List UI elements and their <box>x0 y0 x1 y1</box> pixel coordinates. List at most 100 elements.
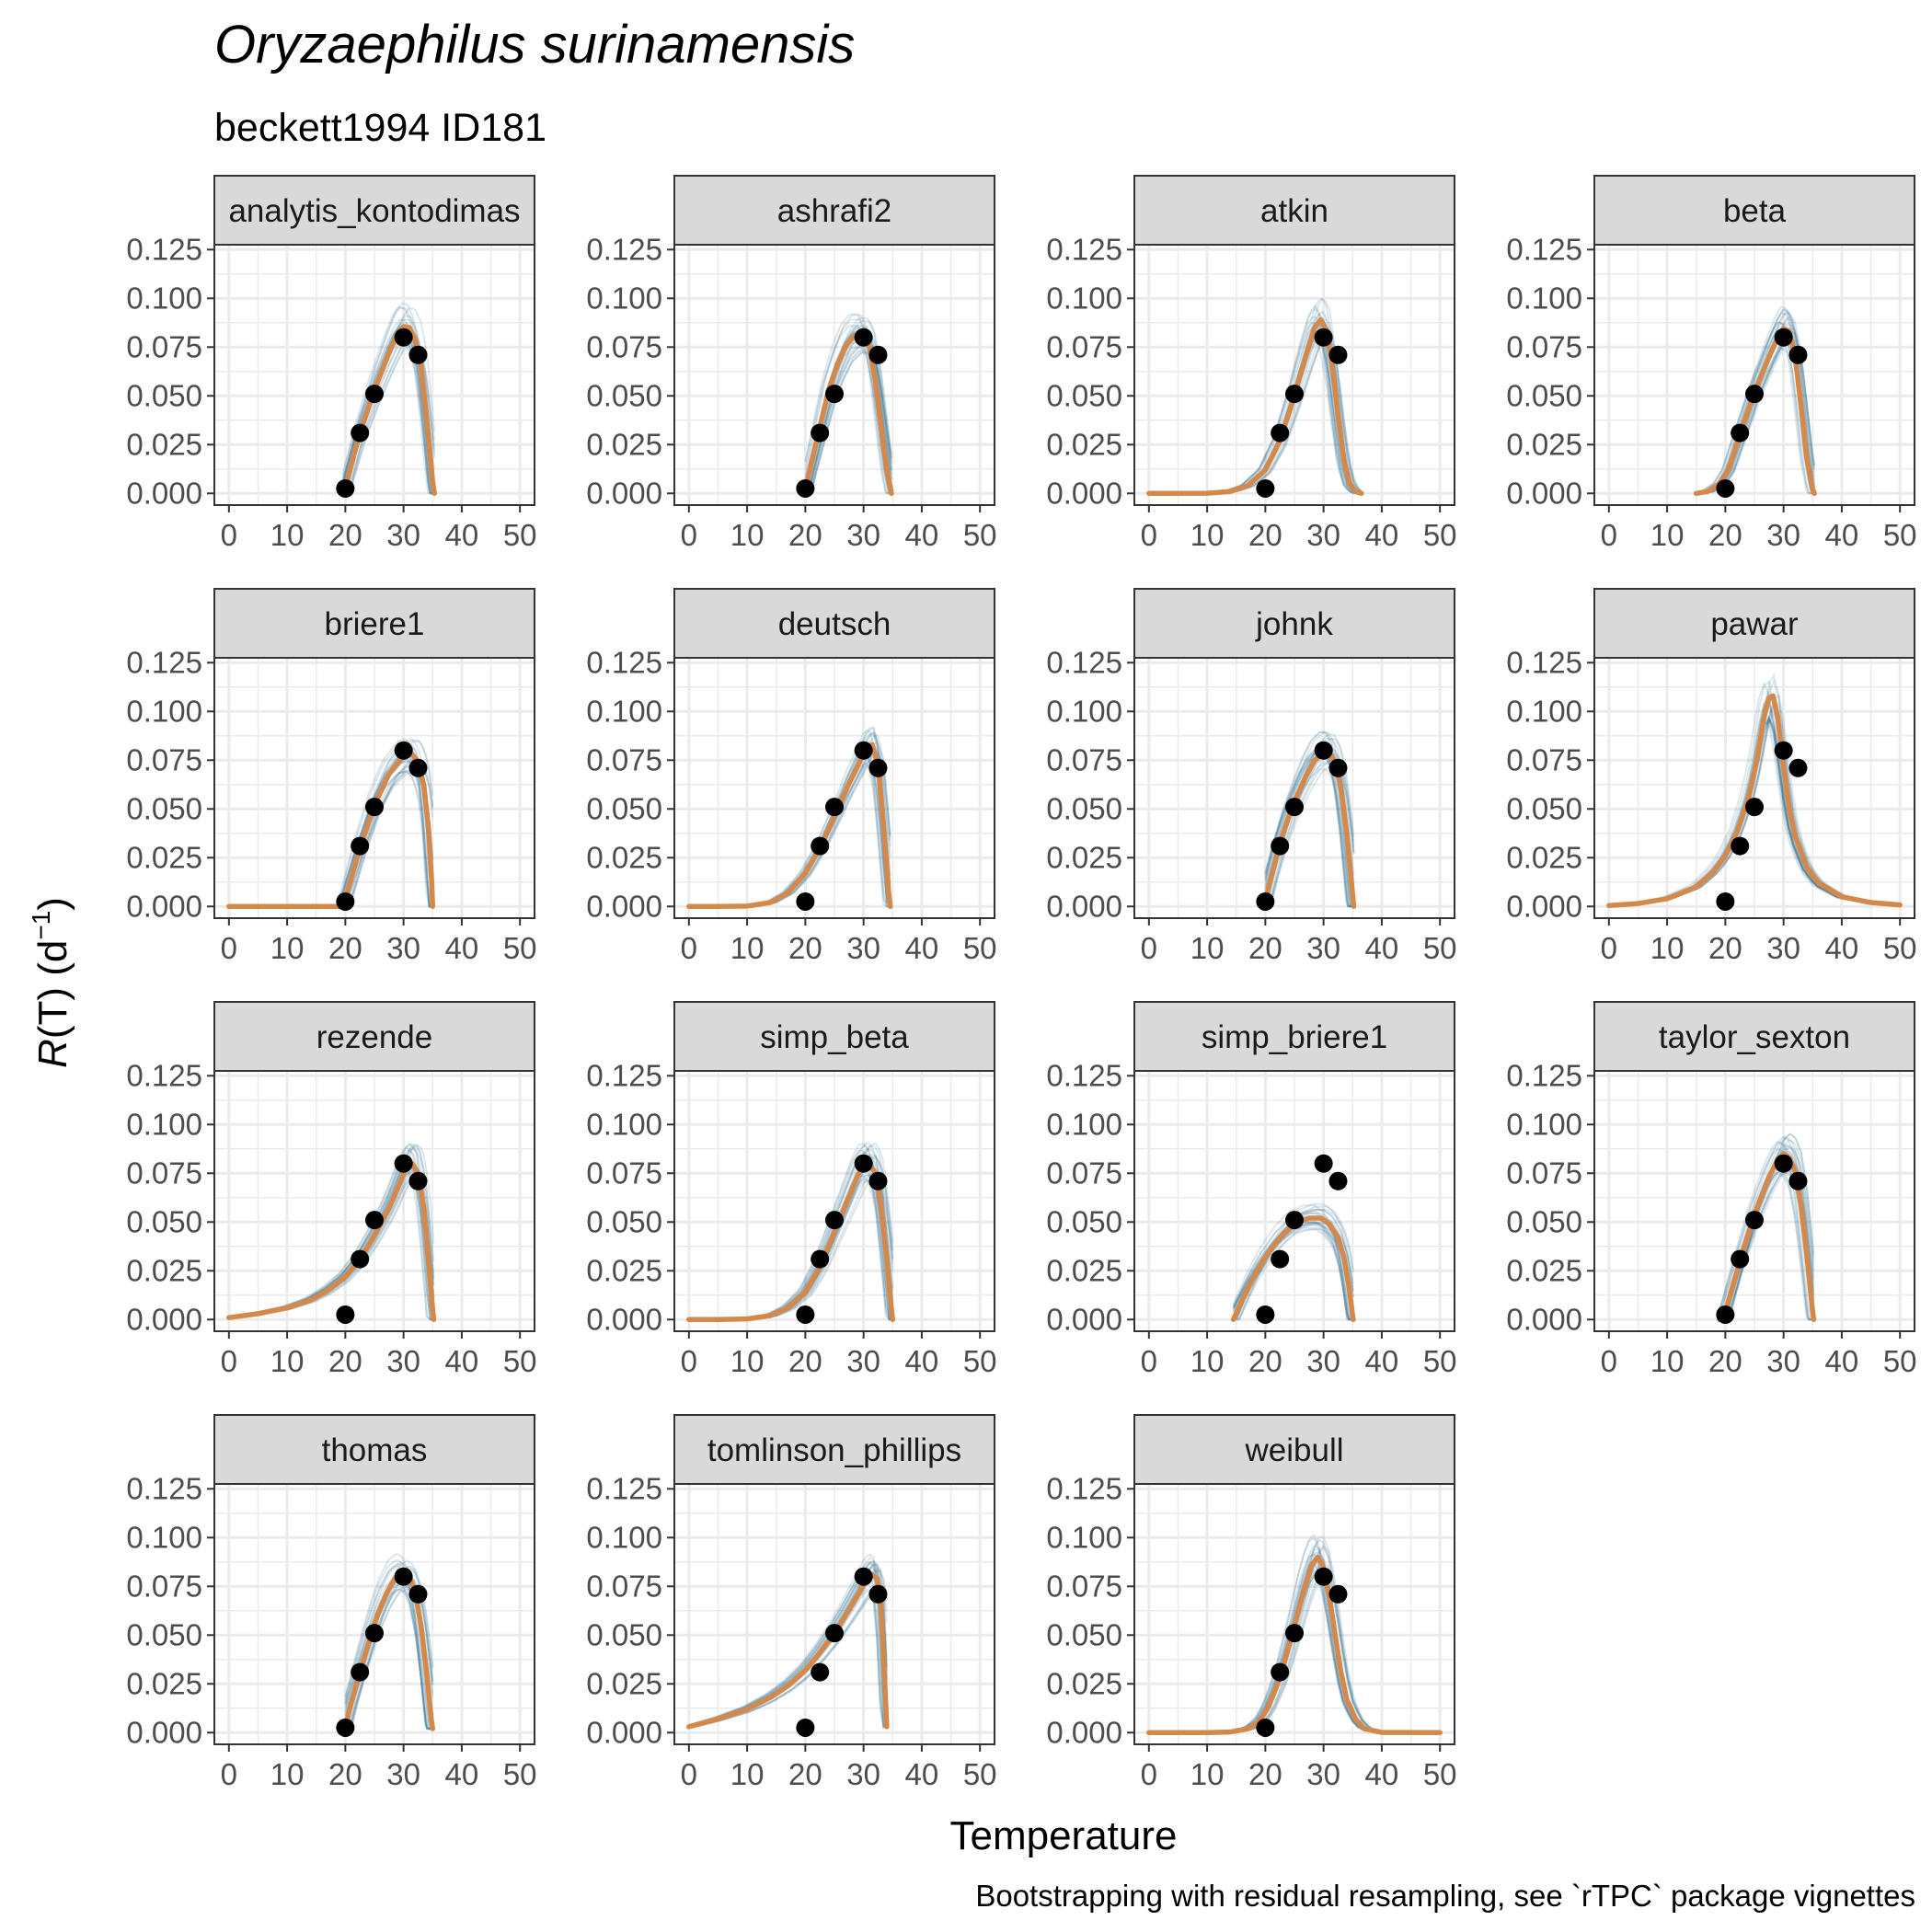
x-tick-label: 50 <box>1883 931 1917 965</box>
data-point <box>796 1305 815 1324</box>
x-tick-label: 0 <box>1601 1344 1617 1378</box>
facet-panel-pawar: pawar 0.000 0.025 0.050 0.075 0.100 0.125 0 10 20… <box>1506 588 1917 965</box>
data-point <box>336 1718 355 1737</box>
x-tick-label: 50 <box>503 518 537 552</box>
x-tick-label: 40 <box>1365 518 1399 552</box>
facet-strip-label: deutsch <box>778 606 891 642</box>
x-tick-label: 50 <box>963 1757 997 1791</box>
x-tick-label: 10 <box>1190 518 1225 552</box>
x-tick-label: 0 <box>681 1757 697 1791</box>
y-tick-label: 0.075 <box>1506 1156 1582 1190</box>
x-tick-label: 10 <box>730 518 765 552</box>
data-point <box>1788 1171 1808 1190</box>
facet-panel-rezende: rezende 0.000 0.025 0.050 0.075 0.100 0.125 0 10… <box>126 1001 537 1378</box>
y-tick-label: 0.025 <box>126 1666 202 1700</box>
x-tick-label: 30 <box>846 1344 880 1378</box>
x-tick-label: 30 <box>1306 1757 1340 1791</box>
bootstrap-curve <box>1696 330 1815 495</box>
fitted-curve <box>686 742 893 910</box>
data-point <box>1285 1624 1304 1643</box>
y-tick-label: 0.125 <box>586 645 662 679</box>
y-tick-label: 0.050 <box>126 378 202 412</box>
data-point <box>1314 328 1333 347</box>
bootstrap-curve <box>341 306 435 495</box>
x-tick-label: 50 <box>503 1757 537 1791</box>
data-point <box>336 1305 355 1324</box>
x-tick-label: 40 <box>1365 1344 1399 1378</box>
data-point <box>351 423 370 443</box>
y-tick-label: 0.100 <box>1046 1520 1122 1554</box>
data-point <box>868 345 888 364</box>
data-point <box>1271 836 1290 856</box>
facet-strip-label: pawar <box>1710 606 1799 642</box>
facet-panel-atkin: atkin 0.000 0.025 0.050 0.075 0.100 0.125 0 10 20… <box>1046 175 1457 552</box>
x-tick-label: 40 <box>1825 1344 1859 1378</box>
y-tick-label: 0.025 <box>126 1253 202 1287</box>
facet-panel-analytis_kontodimas: analytis_kontodimas 0.000 0.025 0.050 0.075 0… <box>126 175 537 552</box>
x-tick-label: 10 <box>730 1757 765 1791</box>
y-tick-label: 0.075 <box>586 329 662 363</box>
y-axis-title-superscript: −1 <box>27 911 55 940</box>
x-tick-label: 40 <box>905 931 939 965</box>
y-tick-label: 0.000 <box>586 1715 662 1749</box>
fitted-curve <box>226 1160 437 1323</box>
data-point <box>1774 1154 1793 1173</box>
bootstrap-curve <box>1264 749 1354 908</box>
data-point <box>854 328 873 347</box>
facet-strip <box>1133 1001 1455 1072</box>
bootstrap-curve <box>1264 748 1354 908</box>
x-tick-label: 30 <box>386 1344 420 1378</box>
x-tick-label: 20 <box>788 931 822 965</box>
y-tick-label: 0.050 <box>126 791 202 825</box>
facet-panel-ashrafi2: ashrafi2 0.000 0.025 0.050 0.075 0.100 0.125 0 1… <box>586 175 997 552</box>
data-point <box>365 385 384 404</box>
fitted-curve <box>1230 1215 1356 1323</box>
y-tick-label: 0.125 <box>586 232 662 266</box>
y-tick-label: 0.125 <box>586 1058 662 1092</box>
y-tick-label: 0.025 <box>126 840 202 874</box>
y-tick-label: 0.050 <box>1046 1204 1122 1238</box>
y-tick-label: 0.000 <box>126 889 202 923</box>
facet-strip <box>673 588 995 659</box>
y-tick-label: 0.100 <box>586 1520 662 1554</box>
x-tick-label: 40 <box>445 518 479 552</box>
x-tick-label: 50 <box>1883 518 1917 552</box>
y-tick-label: 0.075 <box>1046 1156 1122 1190</box>
data-point <box>854 741 873 760</box>
y-tick-label: 0.100 <box>126 281 202 315</box>
chart-title: Oryzaephilus surinamensis <box>214 15 855 75</box>
bootstrap-curve <box>804 325 891 495</box>
facet-strip <box>673 175 995 246</box>
bootstrap-curve <box>345 1565 434 1728</box>
bootstrap-curve <box>804 318 891 495</box>
data-point <box>1788 345 1808 364</box>
y-tick-label: 0.100 <box>1046 281 1122 315</box>
facet-panel-weibull: weibull 0.000 0.025 0.050 0.075 0.100 0.125 0 10… <box>1046 1414 1457 1791</box>
bootstrap-curve <box>1264 753 1354 908</box>
bootstrap-curve <box>1265 749 1355 902</box>
x-tick-label: 40 <box>445 1344 479 1378</box>
y-tick-label: 0.025 <box>1046 427 1122 461</box>
x-tick-label: 50 <box>1423 1757 1457 1791</box>
y-tick-label: 0.025 <box>1506 427 1582 461</box>
data-point <box>868 1584 888 1604</box>
x-tick-label: 40 <box>445 931 479 965</box>
data-point <box>1256 478 1275 498</box>
x-tick-label: 30 <box>846 518 880 552</box>
x-tick-label: 30 <box>1766 931 1800 965</box>
bootstrap-curve <box>1696 321 1815 495</box>
data-point <box>1716 891 1735 911</box>
y-tick-label: 0.075 <box>1046 1569 1122 1603</box>
bootstrap-curve <box>1264 747 1354 908</box>
data-point <box>394 1567 413 1586</box>
y-tick-label: 0.050 <box>586 1617 662 1651</box>
x-tick-label: 40 <box>905 1344 939 1378</box>
data-point <box>825 1624 844 1643</box>
y-tick-label: 0.050 <box>126 1617 202 1651</box>
y-tick-label: 0.100 <box>1506 694 1582 728</box>
y-tick-label: 0.000 <box>126 1302 202 1336</box>
y-tick-label: 0.075 <box>1046 329 1122 363</box>
fitted-curve <box>1146 1554 1443 1736</box>
y-tick-label: 0.075 <box>586 742 662 776</box>
